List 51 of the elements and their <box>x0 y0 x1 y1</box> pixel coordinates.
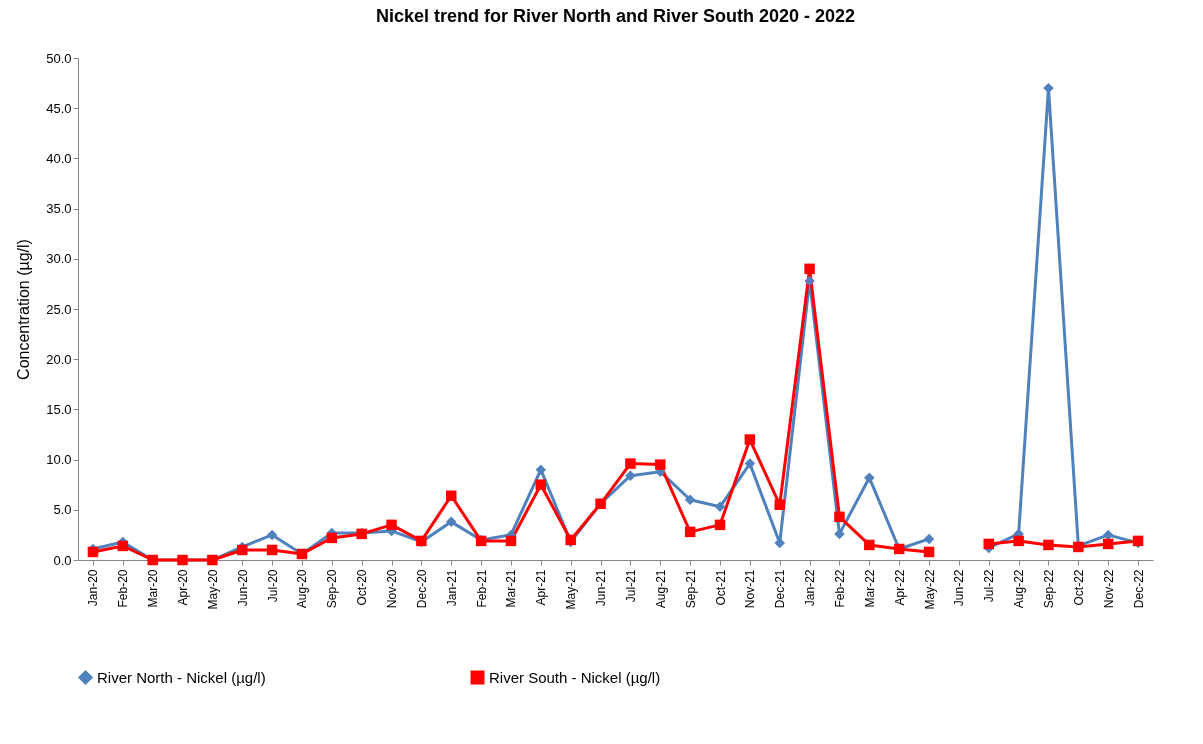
x-tick-label: Aug-20 <box>295 569 310 609</box>
legend-label: River North - Nickel (µg/l) <box>97 668 266 686</box>
x-tick-label: Apr-20 <box>176 569 191 606</box>
x-tick-label: May-20 <box>205 569 220 610</box>
x-tick-label: Jan-22 <box>803 569 818 607</box>
x-tick-label: Apr-22 <box>892 569 907 606</box>
y-tick-label: 20.0 <box>46 351 72 367</box>
y-tick-label: 10.0 <box>46 452 72 468</box>
x-tick-label: Aug-22 <box>1012 569 1027 609</box>
x-tick-label: Sep-22 <box>1041 569 1056 609</box>
y-tick-label: 30.0 <box>46 251 72 267</box>
y-tick-label: 0.0 <box>53 552 72 568</box>
y-tick-label: 45.0 <box>46 100 72 116</box>
x-tick-label: Oct-20 <box>355 569 370 606</box>
x-tick-label: Aug-21 <box>653 569 668 609</box>
x-tick-label: Mar-20 <box>146 569 161 608</box>
x-tick-label: Jul-20 <box>265 569 280 603</box>
x-tick-label: Nov-21 <box>743 569 758 609</box>
x-tick-label: Sep-20 <box>325 569 340 609</box>
x-tick-label: Nov-22 <box>1101 569 1116 609</box>
x-tick-label: Jul-21 <box>623 569 638 603</box>
y-tick-label: 50.0 <box>46 50 72 66</box>
x-tick-label: Oct-22 <box>1071 569 1086 606</box>
legend-label: River South - Nickel (µg/l) <box>489 668 661 686</box>
x-tick-label: Feb-22 <box>832 569 847 608</box>
y-tick-label: 35.0 <box>46 201 72 217</box>
x-tick-label: May-22 <box>922 569 937 610</box>
x-tick-label: Jun-20 <box>235 569 250 607</box>
x-tick-label: Apr-21 <box>534 569 549 606</box>
chart-title: Nickel trend for River North and River South 2020 - 2022 <box>375 6 856 26</box>
x-tick-label: Dec-21 <box>773 569 788 609</box>
x-tick-label: Jul-22 <box>982 569 997 603</box>
x-tick-label: Jun-22 <box>952 569 967 607</box>
y-tick-label: 5.0 <box>53 502 72 518</box>
x-tick-label: Dec-20 <box>414 569 429 609</box>
y-tick-label: 40.0 <box>46 150 72 166</box>
x-tick-label: Sep-21 <box>683 569 698 609</box>
x-tick-label: May-21 <box>564 569 579 610</box>
x-tick-label: Dec-22 <box>1131 569 1146 609</box>
x-tick-label: Feb-20 <box>116 569 131 608</box>
x-tick-label: Mar-22 <box>862 569 877 608</box>
y-axis-title: Concentration (µg/l) <box>15 239 33 380</box>
x-tick-label: Jun-21 <box>594 569 609 607</box>
x-tick-label: Feb-21 <box>474 569 489 608</box>
y-tick-label: 25.0 <box>46 301 72 317</box>
x-tick-label: Mar-21 <box>504 569 519 608</box>
x-tick-label: Jan-20 <box>86 569 101 607</box>
x-tick-label: Nov-20 <box>385 569 400 609</box>
y-tick-label: 15.0 <box>46 401 72 417</box>
x-tick-label: Oct-21 <box>713 569 728 606</box>
x-tick-label: Jan-21 <box>444 569 459 607</box>
